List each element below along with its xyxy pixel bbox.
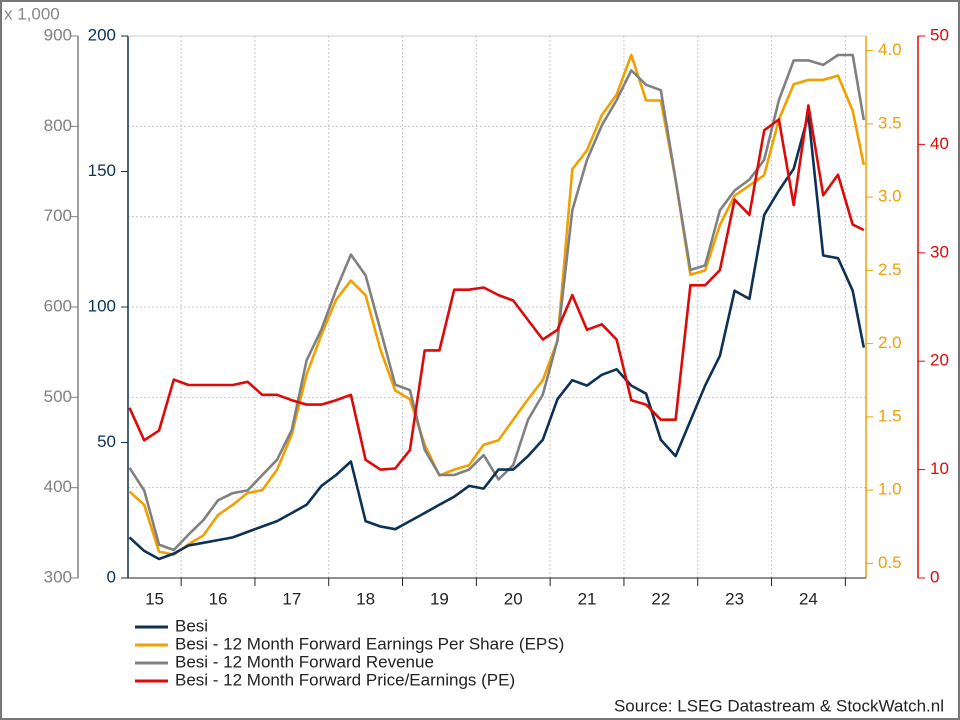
y-tick-label: 4.0 — [878, 40, 902, 59]
y-tick-label: 2.5 — [878, 260, 902, 279]
x-tick-label: 22 — [651, 589, 670, 608]
y-tick-label: 800 — [44, 116, 72, 135]
y-tick-label: 0 — [107, 567, 116, 586]
y-tick-label: 2.0 — [878, 333, 902, 352]
source: Source: LSEG Datastream & StockWatch.nl — [614, 696, 944, 715]
y-tick-label: 1.0 — [878, 480, 902, 499]
y-tick-label: 100 — [88, 296, 116, 315]
legend-label: Besi - 12 Month Forward Price/Earnings (… — [175, 670, 515, 689]
x-tick-label: 18 — [356, 589, 375, 608]
x-tick-label: 23 — [725, 589, 744, 608]
y-tick-label: 20 — [930, 351, 949, 370]
y-tick-label: 0 — [930, 567, 939, 586]
legend-label: Besi - 12 Month Forward Revenue — [175, 652, 434, 671]
x-tick-label: 17 — [282, 589, 301, 608]
x-tick-label: 16 — [209, 589, 228, 608]
x-tick-label: 24 — [799, 589, 818, 608]
series-line — [128, 113, 866, 561]
legend-label: Besi - 12 Month Forward Earnings Per Sha… — [175, 634, 564, 653]
y-tick-label: 0.5 — [878, 553, 902, 572]
y-tick-label: 300 — [44, 567, 72, 586]
y-tick-label: 50 — [97, 432, 116, 451]
legend-label: Besi — [175, 616, 208, 635]
y-tick-label: 150 — [88, 161, 116, 180]
y-tick-label: 50 — [930, 25, 949, 44]
y-tick-label: 500 — [44, 387, 72, 406]
y-tick-label: 10 — [930, 459, 949, 478]
series-line — [128, 104, 865, 471]
series-line — [128, 53, 866, 556]
y-tick-label: 600 — [44, 296, 72, 315]
y-tick-label: 30 — [930, 242, 949, 261]
y-tick-label: 400 — [44, 477, 72, 496]
y-tick-label: 900 — [44, 25, 72, 44]
y-tick-label: 40 — [930, 134, 949, 153]
y-tick-label: 700 — [44, 206, 72, 225]
x-tick-label: 20 — [504, 589, 523, 608]
y-tick-label: 1.5 — [878, 406, 902, 425]
series-line — [128, 53, 866, 552]
y-tick-label: 3.0 — [878, 187, 902, 206]
x-tick-label: 21 — [578, 589, 597, 608]
x-tick-label: 19 — [430, 589, 449, 608]
y-tick-label: 200 — [88, 25, 116, 44]
scale-label: x 1,000 — [4, 4, 60, 23]
y-tick-label: 3.5 — [878, 113, 902, 132]
x-tick-label: 15 — [145, 589, 164, 608]
